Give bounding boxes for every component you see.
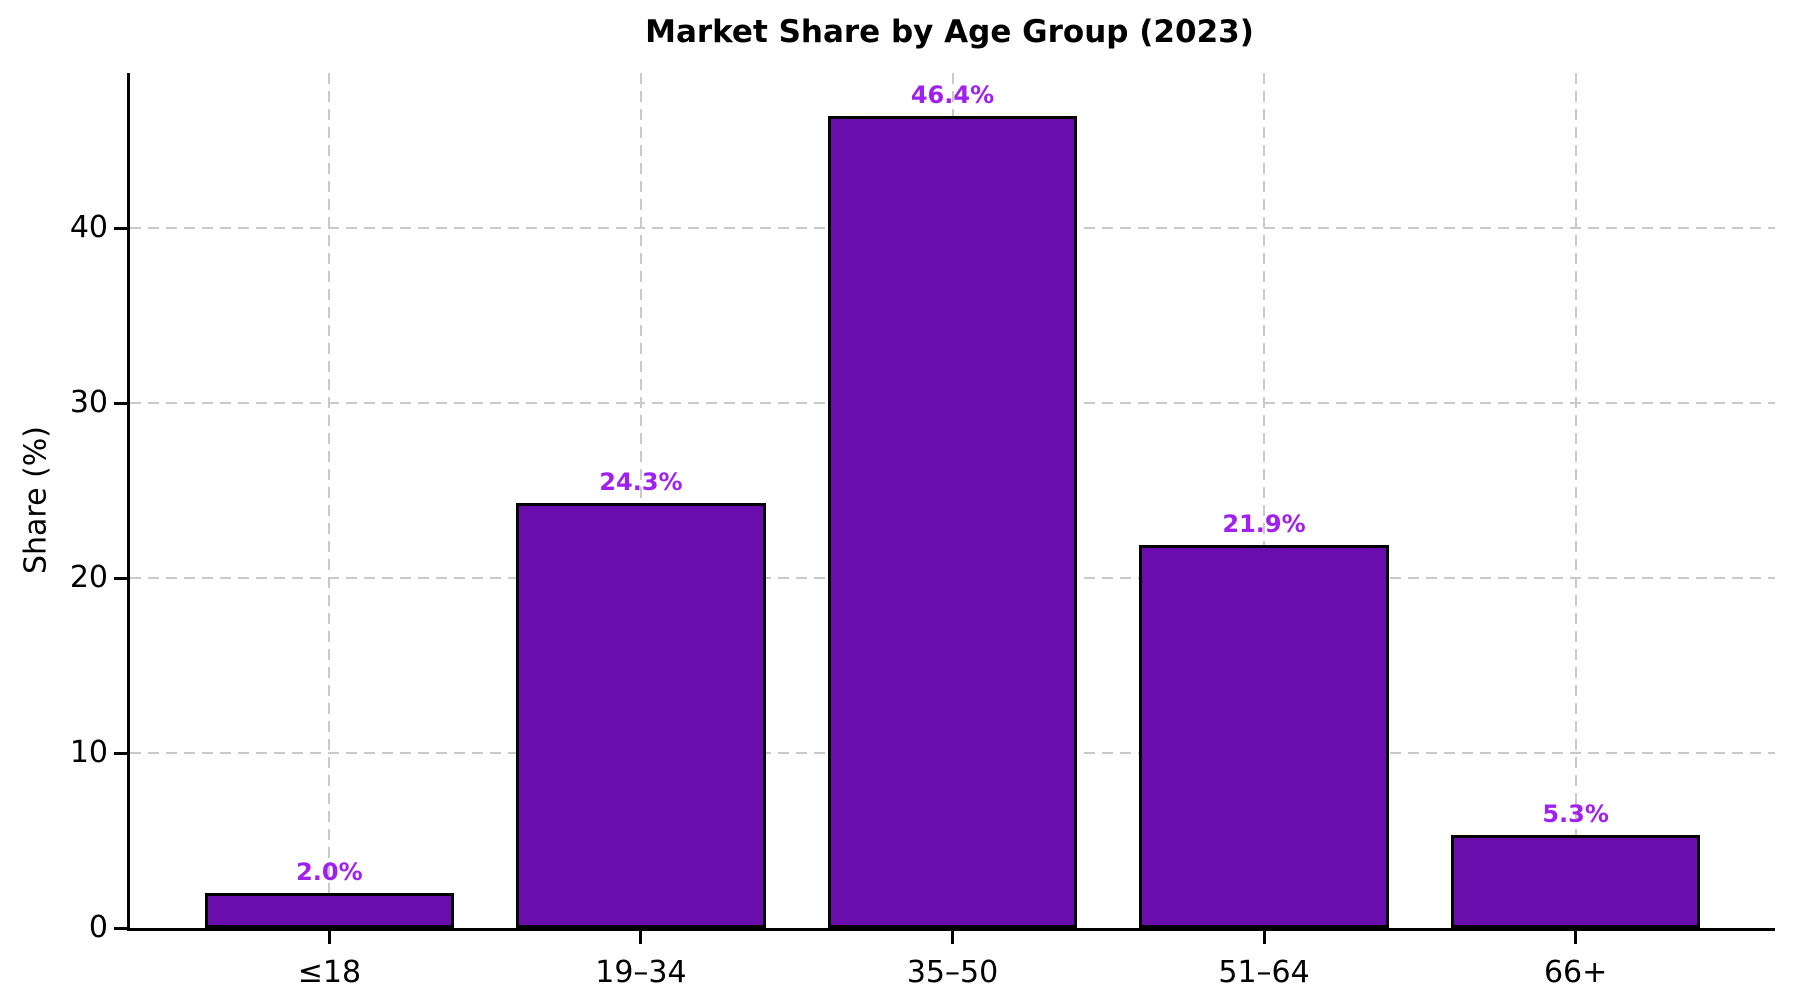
bar-66+ [1450,835,1701,928]
x-tick-label: ≤18 [297,955,362,990]
y-tick-mark [114,751,127,755]
v-gridline [639,73,642,928]
x-tick-mark [951,931,954,944]
bar-19–34 [516,502,766,928]
y-axis-label: Share (%) [18,425,54,575]
y-tick-mark [114,926,127,930]
y-tick-label: 10 [69,735,108,770]
chart-title: Market Share by Age Group (2023) [645,14,1254,50]
x-tick-mark [327,931,331,944]
v-gridline [328,73,331,928]
x-tick-mark [639,931,643,944]
bar-51–64 [1139,544,1389,928]
bar-value-label: 2.0% [296,858,363,887]
y-tick-label: 0 [88,910,108,945]
bar-value-label: 21.9% [1222,509,1306,538]
bar-35–50 [827,116,1078,928]
y-tick-mark [114,401,127,405]
x-tick-mark [1574,931,1578,944]
x-tick-label: 35–50 [906,955,999,990]
bar-value-label: 5.3% [1542,800,1609,829]
x-tick-label: 19–34 [595,955,687,990]
bar-≤18 [204,893,454,928]
x-tick-mark [1262,931,1266,944]
bar-value-label: 46.4% [910,81,995,110]
v-gridline [1263,73,1266,928]
plot-area: 0 10 20 30 40 ≤18 2.0% 19–34 24.3% 35–50 46.4% 51–6… [70,73,1775,990]
y-tick-label: 20 [69,560,108,596]
y-tick-label: 40 [69,210,108,246]
y-tick-mark [114,226,127,230]
x-tick-label: 51–64 [1218,955,1310,990]
v-gridline [1574,73,1577,928]
y-tick-label: 30 [69,385,108,421]
y-tick-mark [114,576,127,580]
bar-value-label: 24.3% [599,467,683,496]
x-tick-label: 66+ [1543,955,1608,990]
